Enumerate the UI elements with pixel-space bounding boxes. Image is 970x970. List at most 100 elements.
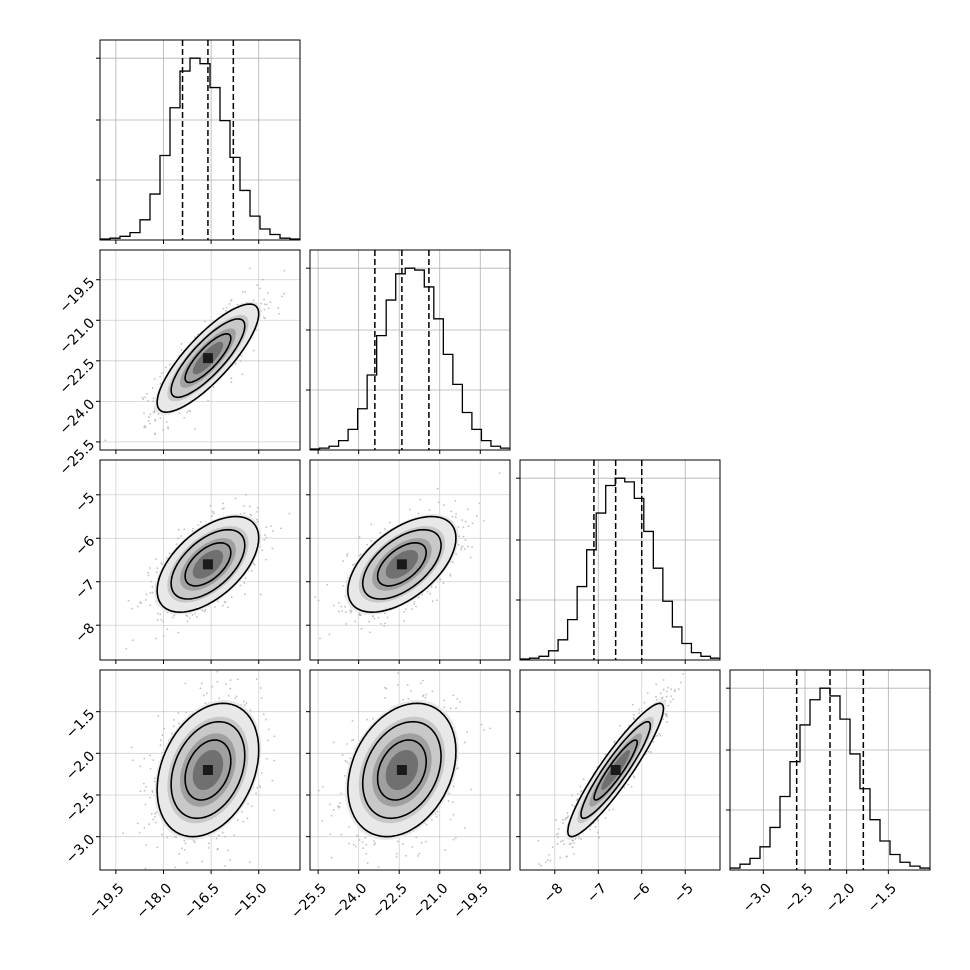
scatter-point — [632, 703, 634, 706]
scatter-point — [152, 411, 155, 414]
scatter-point — [180, 342, 183, 345]
contour-line-1 — [170, 720, 246, 820]
scatter-point — [439, 578, 442, 581]
scatter-point — [186, 861, 189, 864]
scatter-point — [379, 531, 382, 534]
density-peak — [202, 765, 213, 775]
scatter-point — [321, 785, 324, 788]
scatter-point — [215, 837, 218, 840]
scatter-point — [198, 873, 200, 875]
scatter-point — [168, 363, 171, 366]
scatter-point — [139, 601, 142, 604]
scatter-point — [233, 871, 235, 873]
scatter-point — [360, 627, 363, 630]
scatter-point — [160, 372, 163, 375]
scatter-point — [153, 780, 156, 783]
scatter-point — [186, 411, 188, 414]
panel-frame — [309, 459, 511, 661]
scatter-point — [461, 545, 464, 548]
scatter-point — [172, 616, 174, 619]
scatter-point — [149, 796, 152, 799]
scatter-point — [280, 527, 282, 530]
scatter-point — [259, 786, 262, 789]
scatter-point — [263, 303, 266, 306]
scatter-point — [344, 610, 347, 613]
scatter-point — [454, 516, 457, 519]
scatter-point — [434, 813, 437, 816]
scatter-point — [155, 811, 158, 814]
scatter-point — [230, 298, 233, 301]
scatter-point — [340, 833, 343, 836]
scatter-point — [229, 300, 232, 302]
scatter-point — [281, 295, 283, 298]
scatter-point — [216, 680, 219, 683]
scatter-point — [459, 701, 461, 703]
scatter-point — [212, 876, 214, 878]
scatter-point — [463, 548, 466, 550]
scatter-point — [454, 837, 457, 840]
scatter-point — [176, 537, 179, 540]
scatter-point — [144, 426, 147, 429]
scatter-point — [425, 823, 428, 826]
scatter-point — [417, 855, 419, 857]
scatter-point — [452, 838, 455, 841]
scatter-point — [373, 843, 376, 846]
scatter-point — [243, 700, 245, 703]
scatter-point — [332, 741, 335, 744]
scatter-point — [251, 569, 253, 572]
scatter-point — [612, 808, 615, 811]
scatter-point — [222, 307, 225, 310]
scatter-point — [332, 604, 335, 607]
scatter-point — [258, 287, 261, 290]
scatter-point — [161, 563, 163, 566]
scatter-point — [143, 412, 145, 415]
scatter-point — [146, 392, 148, 395]
scatter-point — [397, 672, 400, 675]
scatter-point — [413, 603, 416, 606]
scatter-point — [573, 853, 575, 855]
scatter-point — [338, 805, 341, 808]
scatter-point — [326, 583, 329, 586]
scatter-point — [342, 560, 345, 562]
scatter-point — [567, 815, 569, 818]
scatter-point — [435, 815, 438, 818]
density-peak — [202, 353, 213, 364]
scatter-point — [212, 386, 215, 389]
scatter-point — [449, 818, 452, 821]
scatter-point — [151, 591, 154, 594]
scatter-point — [184, 682, 187, 685]
scatter-point — [265, 526, 268, 529]
scatter-point — [222, 604, 224, 607]
scatter-point — [463, 741, 466, 744]
contour-line-1 — [361, 528, 442, 600]
scatter-point — [250, 514, 253, 517]
scatter-point — [165, 420, 168, 423]
scatter-point — [267, 728, 270, 731]
scatter-point — [346, 761, 348, 763]
scatter-point — [155, 637, 158, 640]
scatter-point — [383, 528, 386, 530]
scatter-point — [421, 593, 424, 596]
scatter-point — [159, 613, 162, 616]
scatter-point — [191, 614, 194, 616]
scatter-point — [270, 525, 273, 528]
scatter-point — [464, 827, 466, 829]
scatter-point — [234, 497, 237, 500]
contour-line-0 — [156, 515, 260, 614]
scatter-point — [156, 567, 159, 570]
scatter-point — [187, 409, 190, 412]
scatter-point — [177, 712, 180, 714]
scatter-point — [207, 399, 210, 402]
scatter-point — [249, 267, 251, 270]
scatter-point — [168, 456, 170, 458]
scatter-point — [209, 504, 212, 507]
scatter-point — [415, 605, 417, 608]
scatter-point — [183, 528, 186, 531]
scatter-point — [431, 600, 434, 603]
scatter-point — [165, 366, 167, 369]
scatter-point — [152, 400, 155, 403]
scatter-point — [442, 504, 445, 507]
scatter-point — [480, 723, 483, 726]
scatter-point — [248, 861, 251, 864]
scatter-point — [225, 306, 228, 309]
